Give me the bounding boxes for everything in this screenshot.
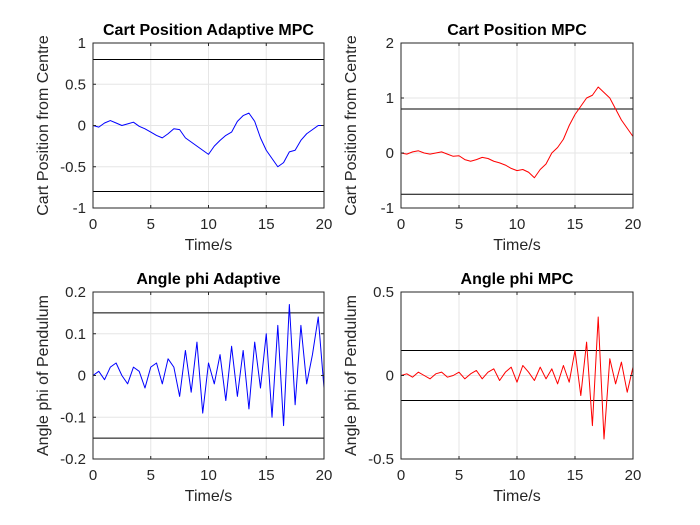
- x-tick-label: 0: [397, 216, 405, 233]
- y-tick-label: -0.5: [60, 159, 86, 176]
- y-tick-label: 2: [386, 35, 394, 52]
- axes-cart-position-adaptive-mpc: Cart Position Adaptive MPC Time/s Cart P…: [35, 22, 332, 254]
- x-tick-label: 5: [455, 216, 463, 233]
- series-line: [400, 86, 634, 179]
- y-axis-label: Cart Position from Centre: [35, 35, 52, 216]
- x-tick-label: 10: [509, 216, 526, 233]
- y-tick-label: 1: [78, 35, 86, 52]
- x-tick-label: 0: [89, 467, 97, 484]
- y-axis-label: Angle phi of Pendulum: [35, 295, 52, 456]
- y-tick-label: 0.2: [65, 284, 86, 301]
- x-axis-label: Time/s: [185, 237, 232, 254]
- x-tick-label: 10: [200, 467, 217, 484]
- y-tick-label: -0.1: [60, 409, 86, 426]
- x-tick-label: 10: [509, 467, 526, 484]
- x-tick-label: 15: [567, 216, 584, 233]
- y-tick-label: 0: [386, 368, 394, 385]
- chart-title: Cart Position Adaptive MPC: [103, 22, 314, 39]
- x-tick-label: 0: [89, 216, 97, 233]
- series-line: [400, 316, 634, 440]
- y-tick-label: 0: [78, 118, 86, 135]
- y-tick-label: 0.5: [373, 284, 394, 301]
- y-tick-label: 0.1: [65, 326, 86, 343]
- chart-title: Cart Position MPC: [447, 22, 587, 39]
- y-tick-label: -1: [73, 200, 86, 217]
- x-tick-label: 15: [567, 467, 584, 484]
- series-line: [92, 304, 325, 427]
- axes-angle-phi-adaptive: Angle phi Adaptive Time/s Angle phi of P…: [35, 271, 332, 505]
- x-tick-label: 20: [625, 467, 642, 484]
- x-tick-label: 15: [258, 467, 275, 484]
- chart-title: Angle phi Adaptive: [136, 271, 280, 288]
- x-axis-label: Time/s: [185, 488, 232, 505]
- x-tick-label: 0: [397, 467, 405, 484]
- x-axis-label: Time/s: [493, 237, 540, 254]
- axes-cart-position-mpc: Cart Position MPC Time/s Cart Position f…: [343, 22, 641, 254]
- y-tick-label: 0: [78, 368, 86, 385]
- x-tick-label: 5: [455, 467, 463, 484]
- x-tick-label: 5: [147, 216, 155, 233]
- axes-angle-phi-mpc: Angle phi MPC Time/s Angle phi of Pendul…: [343, 271, 641, 505]
- x-axis-label: Time/s: [493, 488, 540, 505]
- x-tick-label: 20: [316, 216, 333, 233]
- x-tick-label: 20: [316, 467, 333, 484]
- y-tick-label: -0.2: [60, 451, 86, 468]
- chart-title: Angle phi MPC: [461, 271, 574, 288]
- x-tick-label: 15: [258, 216, 275, 233]
- x-tick-label: 5: [147, 467, 155, 484]
- y-tick-label: -1: [381, 200, 394, 217]
- series-line: [92, 112, 324, 168]
- y-tick-label: -0.5: [368, 451, 394, 468]
- y-axis-label: Cart Position from Centre: [343, 35, 360, 216]
- y-tick-label: 0.5: [65, 76, 86, 93]
- y-tick-label: 0: [386, 145, 394, 162]
- x-tick-label: 20: [625, 216, 642, 233]
- y-tick-label: 1: [386, 90, 394, 107]
- y-axis-label: Angle phi of Pendulum: [343, 295, 360, 456]
- x-tick-label: 10: [200, 216, 217, 233]
